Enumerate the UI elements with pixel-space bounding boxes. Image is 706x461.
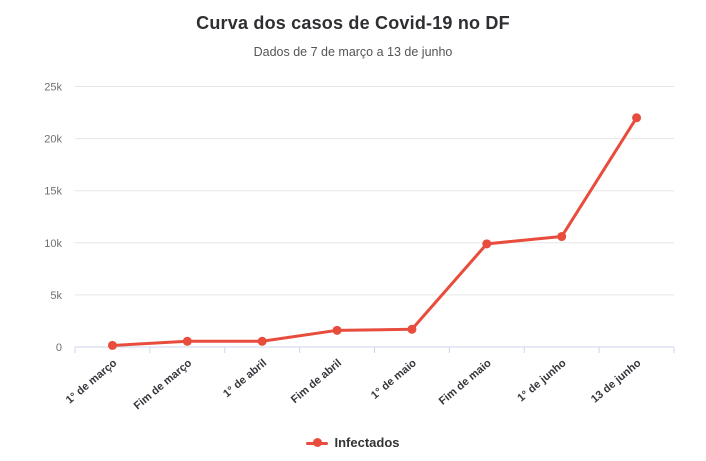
x-axis-category-label: 13 de junho [589, 357, 644, 406]
data-point[interactable] [407, 324, 417, 334]
legend-item-label: Infectados [334, 435, 400, 450]
x-axis-category-label: Fim de maio [437, 357, 494, 408]
legend-series-marker-icon [306, 437, 329, 449]
legend-item-infectados[interactable]: Infectados [306, 435, 400, 450]
chart-legend: Infectados [0, 435, 706, 450]
data-point[interactable] [557, 232, 567, 242]
x-axis-category-label: 1° de março [64, 357, 120, 407]
data-point[interactable] [632, 113, 642, 123]
y-axis-tick-label: 20k [44, 134, 62, 146]
data-point[interactable] [107, 340, 117, 350]
x-axis-category-label: 1° de junho [515, 357, 568, 405]
y-axis-tick-label: 15k [44, 186, 62, 198]
data-point[interactable] [182, 336, 192, 346]
data-point[interactable] [332, 325, 342, 335]
y-axis-tick-label: 5k [50, 290, 62, 302]
x-axis-category-label: Fim de março [132, 357, 195, 412]
x-axis-category-label: 1° de abril [221, 357, 269, 400]
covid-line-chart: 0 5k 10k 15k 20k 25k 1° de março Fim de março 1°… [44, 82, 675, 412]
y-axis-tick-label: 0 [56, 342, 62, 354]
chart-title: Curva dos casos de Covid-19 no DF [196, 13, 510, 33]
y-axis-tick-label: 25k [44, 82, 62, 94]
y-axis-tick-label: 10k [44, 238, 62, 250]
x-axis-category-label: Fim de abril [289, 357, 344, 406]
series-line [110, 116, 639, 347]
x-axis-category-label: 1° de maio [369, 357, 419, 402]
data-point[interactable] [482, 239, 492, 249]
chart-subtitle: Dados de 7 de março a 13 de junho [253, 45, 453, 59]
data-point[interactable] [257, 336, 267, 346]
